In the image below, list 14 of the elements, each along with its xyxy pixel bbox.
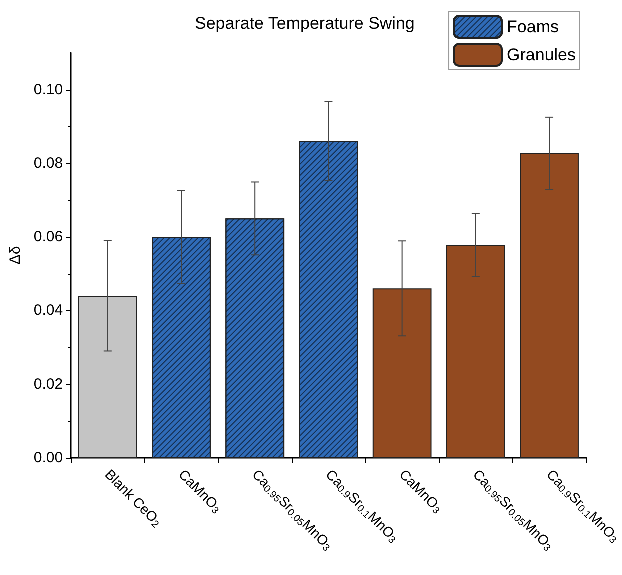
- y-tick-label: 0.02: [34, 376, 64, 393]
- bar: [520, 154, 579, 458]
- bar: [78, 296, 138, 458]
- y-tick-label: 0.06: [34, 228, 64, 246]
- bar: [372, 288, 432, 458]
- y-axis-title: Δδ: [7, 246, 24, 265]
- y-tick-label: 0.04: [34, 302, 64, 320]
- chart-title: Separate Temperature Swing: [195, 14, 415, 33]
- legend-label: Foams: [507, 18, 559, 36]
- y-tick-label: 0.08: [34, 154, 64, 172]
- legend-label: Granules: [507, 46, 576, 64]
- y-tick-label: 0.00: [34, 450, 64, 466]
- bar: [446, 245, 506, 458]
- y-tick-label: 0.10: [34, 81, 64, 98]
